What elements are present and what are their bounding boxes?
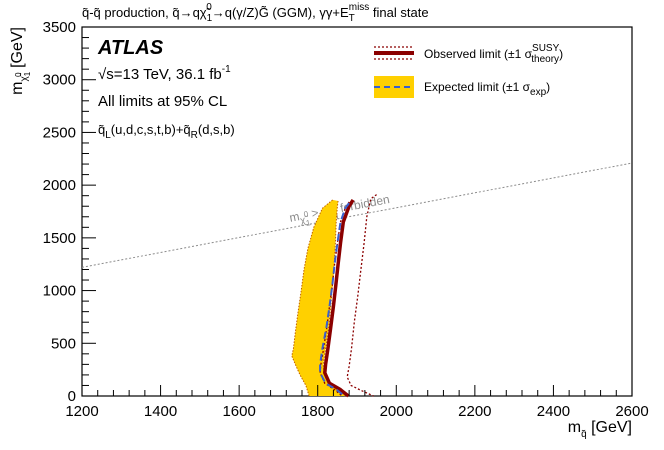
y-axis-title: mχ̃10 [GeV]	[9, 27, 32, 95]
x-tick-label: 2400	[537, 403, 570, 420]
chart-title: q̃-q̃ production, q̃→qχ̃10→q(γ/Z)G̃ (GGM…	[82, 2, 429, 24]
legend-expected-label: Expected limit (±1 σexp)	[424, 80, 550, 98]
y-tick-label: 3500	[43, 19, 76, 36]
squark-states-label: q̃L(u,d,c,s,t,b)+q̃R(d,s,b)	[98, 122, 235, 141]
expected-plus-sigma-edge	[322, 200, 346, 397]
legend: Observed limit (±1 σSUSY theory) Expected…	[374, 43, 563, 98]
y-tick-label: 0	[68, 388, 76, 405]
forbidden-region-line	[81, 162, 633, 268]
x-axis-ticks: 1200 1400 1600 1800 2000 2200 2400 2600	[65, 385, 649, 420]
y-tick-label: 1500	[43, 230, 76, 247]
observed-plus-sigma-line	[346, 194, 377, 397]
y-tick-label: 2500	[43, 124, 76, 141]
y-tick-label: 1000	[43, 283, 76, 300]
energy-lumi-label: √s=13 TeV, 36.1 fb-1	[98, 64, 231, 83]
x-tick-label: 2600	[615, 403, 648, 420]
x-tick-label: 1400	[144, 403, 177, 420]
x-tick-label: 2000	[380, 403, 413, 420]
legend-observed-label: Observed limit (±1 σSUSY theory)	[424, 43, 563, 65]
x-axis-title: mq̃ [GeV]	[568, 419, 632, 440]
y-tick-label: 500	[51, 335, 76, 352]
y-axis-ticks: 0 500 1000 1500 2000 2500 3000 3500	[43, 19, 96, 405]
y-tick-label: 3000	[43, 72, 76, 89]
limit-curves	[291, 194, 377, 398]
expected-minus-sigma-edge	[291, 199, 333, 397]
plot-frame	[81, 26, 633, 397]
x-tick-label: 1200	[65, 403, 98, 420]
atlas-label: ATLAS	[97, 37, 164, 59]
observed-limit-line	[323, 198, 355, 398]
expected-limit-line	[319, 202, 350, 397]
x-tick-label: 1800	[301, 403, 334, 420]
expected-band	[291, 199, 346, 396]
x-tick-label: 2200	[458, 403, 491, 420]
cl-label: All limits at 95% CL	[98, 93, 227, 110]
y-tick-label: 2000	[43, 177, 76, 194]
x-tick-label: 1600	[222, 403, 255, 420]
